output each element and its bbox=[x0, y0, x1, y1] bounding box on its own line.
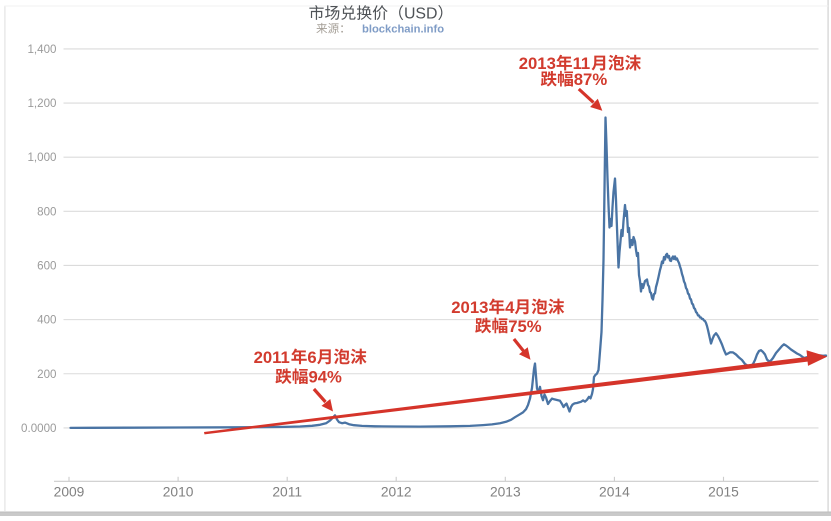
svg-text:0.0000: 0.0000 bbox=[21, 422, 56, 435]
svg-text:2012: 2012 bbox=[381, 485, 412, 500]
svg-text:200: 200 bbox=[37, 368, 56, 381]
svg-text:2011: 2011 bbox=[272, 485, 302, 500]
svg-text:2010: 2010 bbox=[163, 485, 194, 500]
svg-text:600: 600 bbox=[37, 259, 56, 272]
svg-text:1,200: 1,200 bbox=[27, 97, 56, 110]
svg-text:87%: 87% bbox=[574, 70, 608, 89]
svg-text:94%: 94% bbox=[308, 368, 342, 387]
svg-text:2011: 2011 bbox=[254, 348, 290, 367]
svg-text:2013: 2013 bbox=[490, 485, 521, 500]
svg-text:USD: USD bbox=[404, 6, 438, 23]
svg-text:75%: 75% bbox=[508, 317, 542, 336]
svg-text:2013: 2013 bbox=[451, 298, 488, 317]
svg-text:1,400: 1,400 bbox=[27, 43, 56, 56]
svg-text:800: 800 bbox=[37, 205, 56, 218]
svg-text:6: 6 bbox=[307, 348, 316, 367]
svg-text:400: 400 bbox=[37, 314, 56, 327]
svg-text:4: 4 bbox=[505, 298, 515, 317]
svg-text:2009: 2009 bbox=[54, 485, 85, 500]
svg-text:blockchain.info: blockchain.info bbox=[362, 24, 444, 36]
svg-text:1,000: 1,000 bbox=[27, 151, 56, 164]
svg-text:11: 11 bbox=[573, 54, 591, 73]
svg-text:2013: 2013 bbox=[519, 54, 556, 73]
svg-text:2014: 2014 bbox=[599, 485, 630, 500]
svg-text:2015: 2015 bbox=[708, 485, 739, 500]
